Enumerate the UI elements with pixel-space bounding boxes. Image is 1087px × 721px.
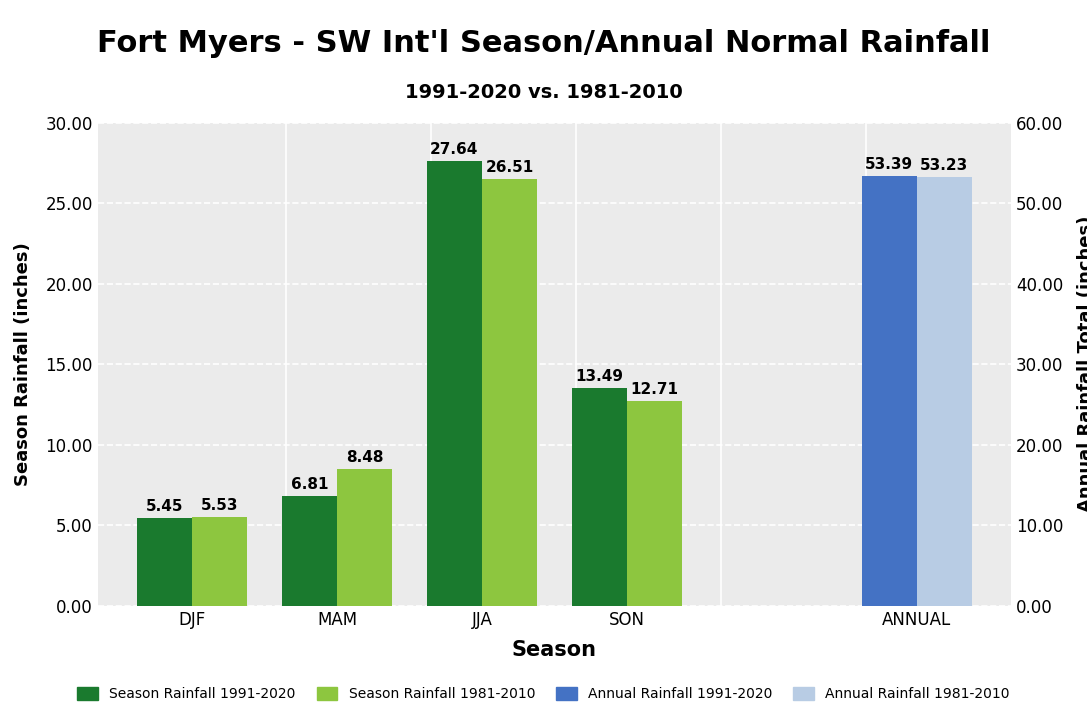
- Bar: [572, 389, 627, 606]
- Bar: [337, 469, 392, 606]
- Text: 1991-2020 vs. 1981-2010: 1991-2020 vs. 1981-2010: [404, 83, 683, 102]
- Text: 5.53: 5.53: [201, 497, 238, 513]
- Bar: [427, 161, 482, 606]
- Text: 53.39: 53.39: [865, 156, 913, 172]
- Text: 27.64: 27.64: [430, 141, 478, 156]
- X-axis label: Season: Season: [512, 640, 597, 660]
- Text: 26.51: 26.51: [485, 160, 534, 174]
- Bar: [192, 516, 247, 606]
- Bar: [137, 518, 192, 606]
- Text: Fort Myers - SW Int'l Season/Annual Normal Rainfall: Fort Myers - SW Int'l Season/Annual Norm…: [97, 29, 990, 58]
- Text: 13.49: 13.49: [575, 369, 623, 384]
- Bar: [916, 177, 972, 606]
- Text: 8.48: 8.48: [346, 450, 384, 465]
- Y-axis label: Season Rainfall (inches): Season Rainfall (inches): [14, 242, 32, 486]
- Y-axis label: Annual Rainfall Total (inches): Annual Rainfall Total (inches): [1077, 216, 1087, 513]
- Text: 5.45: 5.45: [146, 499, 184, 514]
- Bar: [627, 401, 682, 606]
- Text: 6.81: 6.81: [290, 477, 328, 492]
- Text: 53.23: 53.23: [920, 158, 969, 173]
- Bar: [282, 496, 337, 606]
- Text: 12.71: 12.71: [630, 382, 678, 397]
- Bar: [482, 179, 537, 606]
- Bar: [862, 176, 916, 606]
- Legend: Season Rainfall 1991-2020, Season Rainfall 1981-2010, Annual Rainfall 1991-2020,: Season Rainfall 1991-2020, Season Rainfa…: [72, 682, 1015, 707]
